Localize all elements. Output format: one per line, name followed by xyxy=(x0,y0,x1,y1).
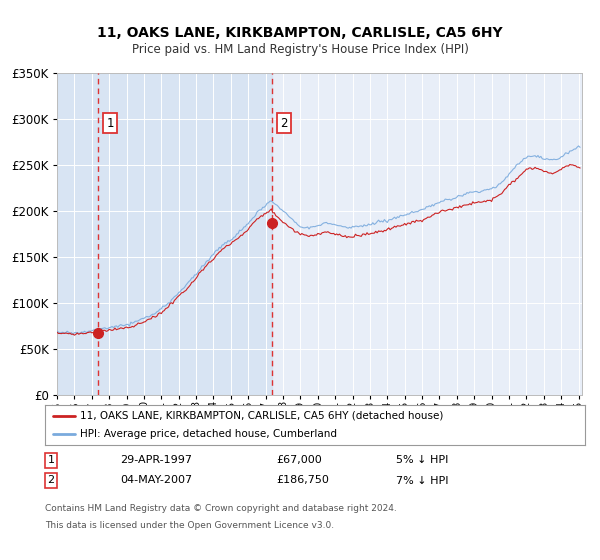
Text: HPI: Average price, detached house, Cumberland: HPI: Average price, detached house, Cumb… xyxy=(80,430,337,439)
Text: 5% ↓ HPI: 5% ↓ HPI xyxy=(396,455,448,465)
Text: 1: 1 xyxy=(47,455,55,465)
Text: £186,750: £186,750 xyxy=(276,475,329,486)
Text: 2: 2 xyxy=(280,117,288,130)
Text: Contains HM Land Registry data © Crown copyright and database right 2024.: Contains HM Land Registry data © Crown c… xyxy=(45,504,397,513)
Text: 7% ↓ HPI: 7% ↓ HPI xyxy=(396,475,449,486)
Text: 04-MAY-2007: 04-MAY-2007 xyxy=(120,475,192,486)
Text: Price paid vs. HM Land Registry's House Price Index (HPI): Price paid vs. HM Land Registry's House … xyxy=(131,43,469,55)
Bar xyxy=(57,73,272,395)
Text: This data is licensed under the Open Government Licence v3.0.: This data is licensed under the Open Gov… xyxy=(45,521,334,530)
Text: 1: 1 xyxy=(106,117,113,130)
Text: 11, OAKS LANE, KIRKBAMPTON, CARLISLE, CA5 6HY (detached house): 11, OAKS LANE, KIRKBAMPTON, CARLISLE, CA… xyxy=(80,411,443,421)
Text: 2: 2 xyxy=(47,475,55,486)
Text: 11, OAKS LANE, KIRKBAMPTON, CARLISLE, CA5 6HY: 11, OAKS LANE, KIRKBAMPTON, CARLISLE, CA… xyxy=(97,26,503,40)
Text: £67,000: £67,000 xyxy=(276,455,322,465)
Text: 29-APR-1997: 29-APR-1997 xyxy=(120,455,192,465)
